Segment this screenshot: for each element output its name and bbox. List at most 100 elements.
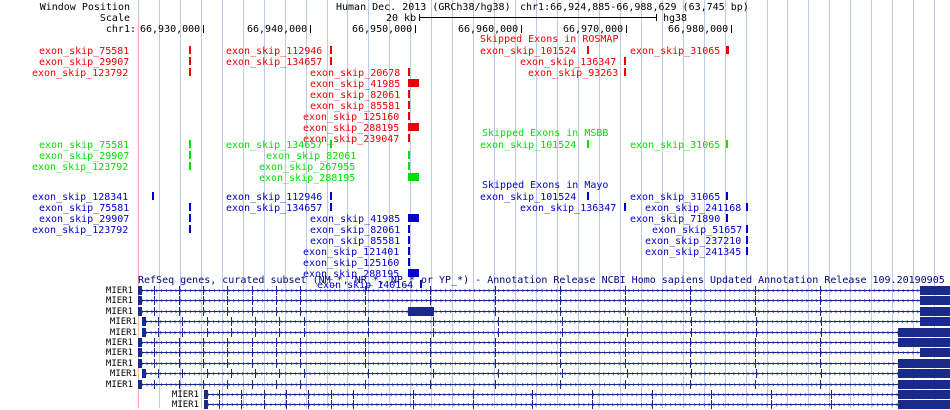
exon-skip-label[interactable]: exon_skip_140164: [317, 281, 413, 291]
exon-skip-label[interactable]: exon_skip_85581: [310, 236, 401, 247]
exon-skip-feature-block[interactable]: [189, 151, 191, 159]
exon-skip-label[interactable]: exon_skip_121401: [303, 247, 400, 258]
exon-skip-feature-block[interactable]: [746, 236, 748, 244]
exon-skip-label[interactable]: exon_skip_123792: [32, 162, 129, 173]
exon-skip-label[interactable]: exon_skip_31065: [630, 140, 721, 151]
gene-transcript-row[interactable]: ››››››››››››››››››››››››››››››››››››››››…: [204, 400, 950, 410]
exon-skip-label[interactable]: exon_skip_125160: [303, 258, 400, 269]
exon-skip-label[interactable]: exon_skip_82061: [310, 90, 401, 101]
gene-label[interactable]: MIER1: [105, 296, 133, 307]
exon-skip-feature-block[interactable]: [408, 134, 410, 142]
gene-transcript-row[interactable]: ››››››››››››››››››››››››››››››››››››››››…: [138, 348, 950, 358]
exon-skip-label[interactable]: exon_skip_134657: [226, 203, 323, 214]
exon-skip-feature-block[interactable]: [408, 173, 419, 181]
gene-transcript-row[interactable]: ››››››››››››››››››››››››››››››››››››››››…: [142, 317, 950, 327]
exon-skip-feature-block[interactable]: [189, 225, 191, 233]
exon-skip-label[interactable]: exon_skip_41985: [310, 214, 401, 225]
exon-skip-feature-block[interactable]: [746, 203, 748, 211]
exon-skip-label[interactable]: exon_skip_288195: [259, 173, 356, 184]
exon-skip-label[interactable]: exon_skip_112946: [226, 46, 323, 57]
gene-label[interactable]: MIER1: [109, 317, 137, 328]
exon-skip-label[interactable]: exon_skip_288195: [303, 123, 400, 134]
gene-label[interactable]: MIER1: [105, 286, 133, 296]
exon-skip-label[interactable]: exon_skip_128341: [32, 192, 129, 203]
gene-label[interactable]: MIER1: [105, 306, 133, 317]
exon-skip-label[interactable]: exon_skip_134657: [226, 57, 323, 68]
exon-skip-label[interactable]: exon_skip_29907: [39, 151, 130, 162]
exon-skip-feature-block[interactable]: [408, 225, 410, 233]
exon-skip-label[interactable]: exon_skip_134657: [226, 140, 323, 151]
exon-skip-label[interactable]: exon_skip_101524: [480, 192, 577, 203]
exon-skip-label[interactable]: exon_skip_237210: [645, 236, 742, 247]
exon-skip-feature-block[interactable]: [330, 46, 332, 54]
exon-skip-feature-block[interactable]: [330, 203, 332, 211]
exon-skip-feature-block[interactable]: [587, 140, 589, 148]
gene-label[interactable]: MIER1: [171, 400, 199, 410]
gene-transcript-row[interactable]: ››››››››››››››››››››››››››››››››››››››››…: [138, 296, 950, 306]
gene-label[interactable]: MIER1: [109, 327, 137, 338]
exon-skip-feature-block[interactable]: [726, 140, 728, 148]
exon-skip-feature-block[interactable]: [330, 140, 332, 148]
gene-transcript-row[interactable]: ››››››››››››››››››››››››››››››››››››››››…: [138, 286, 950, 295]
exon-skip-label[interactable]: exon_skip_239047: [303, 134, 400, 145]
gene-label[interactable]: MIER1: [109, 369, 137, 380]
exon-skip-feature-block[interactable]: [408, 112, 410, 120]
exon-skip-feature-block[interactable]: [408, 79, 419, 87]
exon-skip-label[interactable]: exon_skip_241168: [645, 203, 742, 214]
exon-skip-feature-block[interactable]: [408, 101, 410, 109]
gene-transcript-row[interactable]: ››››››››››››››››››››››››››››››››››››››››…: [142, 369, 950, 379]
gene-label[interactable]: MIER1: [171, 390, 199, 400]
exon-skip-label[interactable]: exon_skip_123792: [32, 68, 129, 79]
exon-skip-label[interactable]: exon_skip_85581: [310, 101, 401, 112]
exon-skip-label[interactable]: exon_skip_112946: [226, 192, 323, 203]
exon-skip-feature-block[interactable]: [189, 214, 191, 222]
exon-skip-label[interactable]: exon_skip_241345: [645, 247, 742, 258]
gene-transcript-row[interactable]: ››››››››››››››››››››››››››››››››››››››››…: [138, 306, 950, 316]
exon-skip-feature-block[interactable]: [408, 258, 410, 266]
exon-skip-feature-block[interactable]: [408, 151, 410, 159]
exon-skip-label[interactable]: exon_skip_29907: [39, 214, 130, 225]
exon-skip-feature-block[interactable]: [726, 46, 729, 54]
exon-skip-feature-block[interactable]: [189, 46, 191, 54]
exon-skip-feature-block[interactable]: [726, 192, 728, 200]
exon-skip-label[interactable]: exon_skip_101524: [480, 140, 577, 151]
exon-skip-feature-block[interactable]: [408, 68, 410, 76]
exon-skip-feature-block[interactable]: [189, 162, 191, 170]
exon-skip-feature-block[interactable]: [746, 225, 748, 233]
exon-skip-label[interactable]: exon_skip_41985: [310, 79, 401, 90]
exon-skip-feature-block[interactable]: [408, 90, 410, 98]
exon-skip-feature-block[interactable]: [624, 57, 626, 65]
exon-skip-label[interactable]: exon_skip_123792: [32, 225, 129, 236]
exon-skip-label[interactable]: exon_skip_82061: [310, 225, 401, 236]
gene-transcript-row[interactable]: ››››››››››››››››››››››››››››››››››››››››…: [138, 338, 950, 347]
exon-skip-label[interactable]: exon_skip_267955: [259, 162, 356, 173]
exon-skip-feature-block[interactable]: [587, 192, 589, 200]
gene-label[interactable]: MIER1: [105, 338, 133, 348]
exon-skip-label[interactable]: exon_skip_51657: [652, 225, 743, 236]
exon-skip-label[interactable]: exon_skip_136347: [520, 203, 617, 214]
gene-transcript-row[interactable]: ››››››››››››››››››››››››››››››››››››››››…: [138, 358, 950, 368]
exon-skip-feature-block[interactable]: [624, 68, 626, 76]
gene-label[interactable]: MIER1: [105, 358, 133, 369]
exon-skip-feature-block[interactable]: [408, 269, 419, 277]
exon-skip-feature-block[interactable]: [408, 162, 410, 170]
exon-skip-label[interactable]: exon_skip_136347: [520, 57, 617, 68]
exon-skip-feature-block[interactable]: [189, 57, 191, 65]
exon-skip-feature-block[interactable]: [746, 247, 748, 255]
exon-skip-label[interactable]: exon_skip_82061: [266, 151, 357, 162]
gene-label[interactable]: MIER1: [105, 379, 133, 390]
exon-skip-label[interactable]: exon_skip_20678: [310, 68, 401, 79]
exon-skip-feature-block[interactable]: [726, 214, 728, 222]
exon-skip-label[interactable]: exon_skip_31065: [630, 192, 721, 203]
exon-skip-label[interactable]: exon_skip_29907: [39, 57, 130, 68]
exon-skip-label[interactable]: exon_skip_75581: [39, 203, 130, 214]
gene-transcript-row[interactable]: ››››››››››››››››››››››››››››››››››››››››…: [142, 327, 950, 337]
gene-transcript-row[interactable]: ››››››››››››››››››››››››››››››››››››››››…: [138, 379, 950, 389]
exon-skip-feature-block[interactable]: [408, 123, 419, 131]
exon-skip-feature-block[interactable]: [408, 236, 410, 244]
exon-skip-label[interactable]: exon_skip_125160: [303, 112, 400, 123]
exon-skip-feature-block[interactable]: [330, 57, 332, 65]
exon-skip-label[interactable]: exon_skip_93263: [528, 68, 619, 79]
exon-skip-feature-block[interactable]: [189, 203, 191, 211]
